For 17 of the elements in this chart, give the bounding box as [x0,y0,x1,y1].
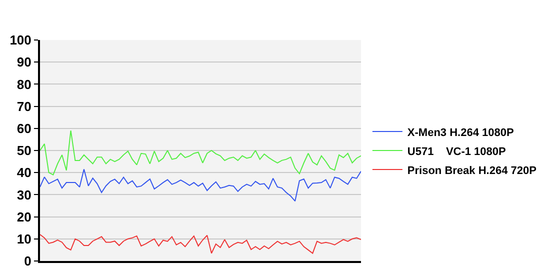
legend-label: Prison Break H.264 720P [407,164,536,177]
y-tick-label: 70 [16,98,32,114]
y-tick-label: 80 [16,76,32,92]
y-tick-label: 40 [16,165,32,180]
y-tick-label: 30 [16,187,32,202]
y-tick-label: 100 [10,32,32,48]
y-tick-label: 20 [16,209,32,224]
line-series [40,168,361,202]
y-tick-label: 60 [16,120,32,136]
y-tick-label: 90 [16,54,32,70]
y-tick-label: 10 [16,231,32,246]
y-tick-label: 0 [24,254,32,269]
line-series [40,234,361,254]
legend-label: X-Men3 H.264 1080P [407,126,514,139]
legend-label: U571 VC-1 1080P [407,146,506,158]
y-tick-label: 50 [16,143,32,158]
line-series [40,130,361,176]
